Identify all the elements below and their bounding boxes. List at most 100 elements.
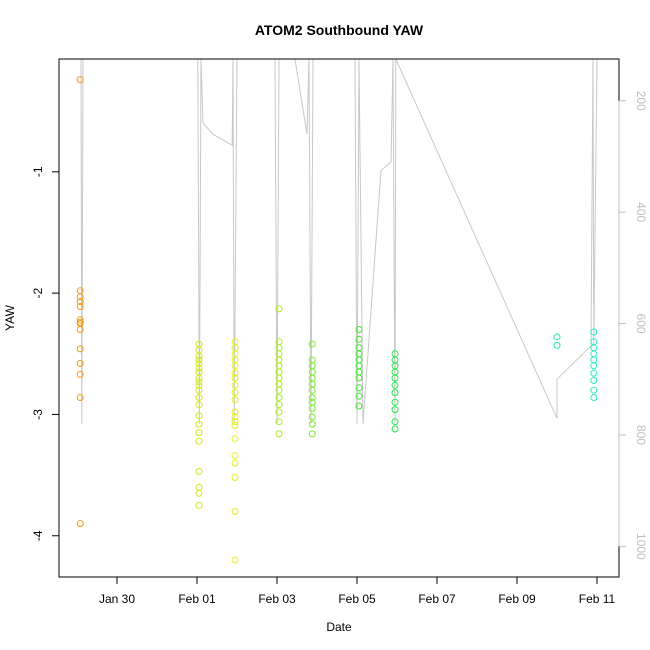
data-point-0-4: [76, 303, 84, 310]
data-point-2-12: [231, 418, 239, 426]
data-point-5-9: [355, 392, 363, 400]
data-point-0-10: [76, 360, 84, 367]
data-point-1-14: [195, 420, 203, 428]
data-point-4-4: [308, 374, 316, 382]
data-point-2-8: [231, 389, 239, 397]
right-axis-series-group: [79, 58, 598, 424]
data-point-1-5: [195, 364, 203, 372]
data-point-1-3: [195, 356, 203, 364]
data-point-2-6: [231, 374, 239, 382]
data-point-0-13: [76, 520, 84, 528]
data-point-2-19: [231, 556, 239, 564]
data-point-6-10: [391, 425, 399, 433]
data-point-0-5: [76, 316, 84, 324]
data-point-1-17: [195, 468, 203, 475]
axes-group: Jan 30 Feb 01 Feb 03 Feb 05 Feb 07 Feb 09 Feb …: [31, 58, 648, 606]
data-point-2-10: [231, 408, 239, 416]
y2-tick-label-0: 200: [634, 91, 648, 111]
y-tick-label-1: -2: [31, 287, 45, 298]
data-point-1-15: [195, 429, 203, 437]
chart-title: ATOM2 Southbound YAW: [255, 22, 424, 38]
data-point-1-10: [195, 386, 203, 394]
data-point-8-0: [590, 328, 598, 336]
data-point-1-16: [195, 437, 203, 445]
data-point-5-0: [355, 326, 363, 333]
data-point-2-15: [231, 452, 239, 460]
data-point-3-12: [275, 408, 283, 416]
data-point-3-13: [275, 418, 283, 426]
data-point-4-6: [308, 386, 316, 394]
data-point-1-13: [195, 412, 203, 420]
data-point-1-4: [195, 360, 203, 367]
data-point-8-4: [590, 356, 598, 364]
right-axis-series-line: [79, 58, 598, 424]
data-point-3-10: [275, 394, 283, 401]
data-point-4-12: [308, 430, 316, 438]
data-point-8-9: [590, 394, 598, 401]
data-point-0-3: [76, 298, 84, 306]
data-point-7-0: [553, 333, 561, 341]
data-point-3-9: [275, 386, 283, 394]
data-point-8-3: [590, 350, 598, 358]
yaw-points-group: [76, 76, 598, 564]
data-point-6-9: [391, 418, 399, 426]
data-point-1-11: [195, 394, 203, 401]
data-point-2-11: [231, 413, 239, 421]
data-point-1-18: [195, 483, 203, 491]
data-point-4-3: [308, 368, 316, 376]
data-point-5-1: [355, 335, 363, 343]
data-point-8-5: [590, 362, 598, 370]
x-axis-label: Date: [326, 620, 352, 634]
data-point-0-12: [76, 394, 84, 401]
data-point-8-6: [590, 369, 598, 377]
data-point-1-20: [195, 501, 203, 509]
data-point-0-8: [76, 326, 84, 333]
data-point-1-2: [195, 352, 203, 360]
data-point-4-11: [308, 420, 316, 428]
data-point-4-0: [308, 340, 316, 348]
data-point-6-7: [391, 398, 399, 406]
data-point-6-6: [391, 389, 399, 397]
data-point-2-14: [231, 435, 239, 443]
data-point-3-11: [275, 401, 283, 409]
data-point-2-5: [231, 369, 239, 377]
data-point-4-9: [308, 404, 316, 412]
data-point-2-16: [231, 459, 239, 467]
data-point-4-1: [308, 356, 316, 364]
y-tick-label-2: -3: [31, 409, 45, 420]
y-axis-label: YAW: [3, 304, 17, 331]
y2-tick-label-4: 1000: [634, 533, 648, 560]
y2-tick-label-3: 800: [634, 425, 648, 445]
data-point-3-0: [275, 305, 283, 313]
plot-frame: [58, 58, 620, 578]
data-point-4-10: [308, 413, 316, 421]
x-tick-label-1: Feb 01: [178, 592, 216, 606]
data-point-2-9: [231, 396, 239, 404]
y2-tick-label-1: 400: [634, 202, 648, 222]
data-point-1-7: [195, 374, 203, 382]
data-point-0-0: [76, 76, 84, 84]
data-point-4-7: [308, 394, 316, 401]
data-point-8-7: [590, 377, 598, 384]
x-tick-label-0: Jan 30: [99, 592, 135, 606]
data-point-1-8: [195, 378, 203, 386]
data-point-4-5: [308, 380, 316, 388]
data-point-5-7: [355, 374, 363, 382]
data-point-1-9: [195, 381, 203, 389]
data-point-2-7: [231, 381, 239, 389]
data-point-1-19: [195, 489, 203, 497]
x-tick-label-4: Feb 07: [418, 592, 456, 606]
x-tick-label-6: Feb 11: [579, 592, 616, 606]
data-point-6-8: [391, 406, 399, 414]
data-point-5-10: [355, 402, 363, 410]
y2-tick-label-2: 600: [634, 314, 648, 334]
y-tick-label-3: -4: [31, 530, 45, 541]
data-point-2-18: [231, 508, 239, 515]
data-point-6-4: [391, 374, 399, 382]
data-point-0-11: [76, 370, 84, 378]
data-point-6-5: [391, 381, 399, 389]
data-point-8-8: [590, 386, 598, 394]
data-point-3-14: [275, 430, 283, 438]
data-point-2-13: [231, 421, 239, 429]
data-point-0-9: [76, 345, 84, 353]
